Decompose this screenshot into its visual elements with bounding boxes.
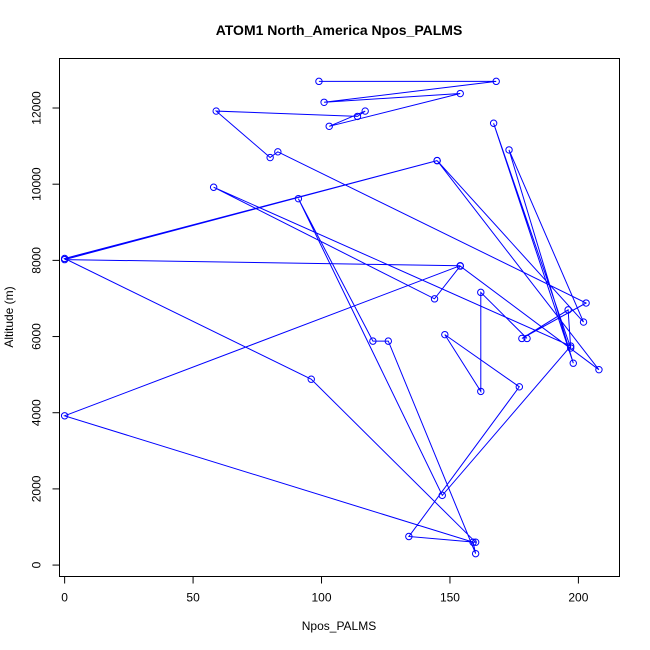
data-point: [569, 359, 577, 367]
y-tick-label: 12000: [30, 91, 44, 125]
data-point: [477, 288, 485, 297]
data-point: [441, 330, 449, 339]
data-point: [523, 334, 531, 343]
data-point: [430, 295, 439, 303]
y-tick-label: 8000: [30, 247, 44, 274]
data-point: [307, 375, 315, 383]
x-tick-label: 0: [61, 591, 68, 605]
series-line: [63, 80, 600, 554]
x-tick-label: 200: [568, 591, 588, 605]
data-point: [579, 318, 588, 326]
data-point: [477, 387, 485, 396]
data-point: [518, 334, 526, 343]
data-point: [456, 262, 464, 270]
data-point: [212, 107, 220, 115]
data-point: [471, 549, 480, 558]
data-point: [456, 89, 464, 98]
x-tick-label: 150: [440, 591, 460, 605]
data-point: [492, 77, 500, 86]
data-point: [471, 538, 480, 546]
data-point: [353, 112, 362, 121]
plot-area-frame: [59, 58, 620, 577]
data-point: [369, 337, 377, 345]
data-point: [582, 299, 590, 307]
series-group: [60, 77, 603, 558]
data-point: [405, 532, 413, 541]
data-point: [433, 156, 441, 165]
data-point: [564, 306, 572, 314]
data-point: [505, 146, 513, 154]
data-point: [266, 153, 274, 162]
data-point: [209, 183, 218, 191]
x-axis-label: Npos_PALMS: [302, 619, 376, 633]
data-point: [361, 107, 369, 115]
data-point: [515, 383, 524, 391]
data-point: [566, 342, 575, 350]
data-point: [320, 98, 328, 107]
y-tick-label: 0: [30, 561, 44, 568]
data-point: [274, 148, 282, 156]
data-point: [325, 122, 333, 130]
y-tick-label: 2000: [30, 475, 44, 502]
y-tick-label: 10000: [30, 167, 44, 201]
data-point: [489, 119, 498, 127]
chart-title: ATOM1 North_America Npos_PALMS: [216, 22, 463, 38]
x-tick-label: 50: [186, 591, 200, 605]
y-tick-label: 6000: [30, 323, 44, 350]
data-point: [438, 491, 446, 500]
data-point: [60, 254, 69, 263]
y-axis-label: Altitude (m): [2, 286, 16, 347]
data-point: [294, 194, 303, 203]
data-point: [60, 412, 69, 420]
data-point: [384, 337, 393, 345]
data-point: [566, 344, 575, 352]
x-tick-label: 100: [312, 591, 332, 605]
data-point: [595, 365, 603, 374]
y-tick-label: 4000: [30, 399, 44, 426]
data-point: [469, 538, 477, 546]
y-axis: 0 2000 4000 6000 8000 10000 12000: [30, 91, 60, 568]
data-point: [315, 77, 323, 86]
x-axis: 0 50 100 150 200: [61, 576, 589, 605]
